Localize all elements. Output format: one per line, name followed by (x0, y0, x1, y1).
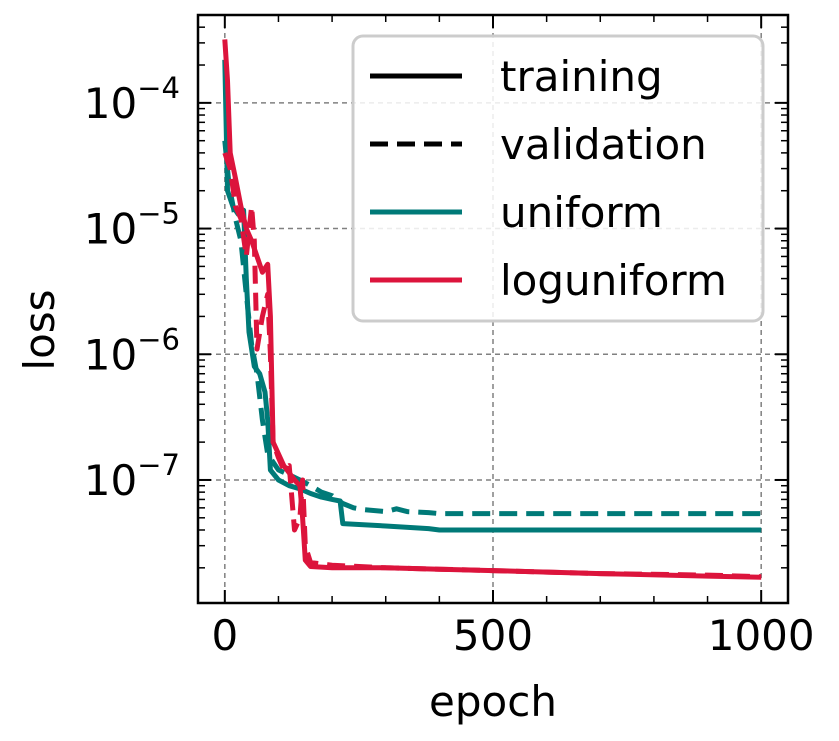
legend: training validation uniform loguniform (351, 34, 765, 323)
series-lines (222, 39, 762, 580)
series-line-loguniform-training (222, 39, 762, 580)
legend-box (351, 34, 765, 323)
y-tick-label: 10−7 (84, 448, 180, 505)
y-tick-label: 10−4 (84, 71, 180, 128)
legend-label-validation: validation (500, 120, 707, 169)
legend-label-loguniform: loguniform (500, 256, 727, 305)
legend-label-uniform: uniform (500, 188, 663, 237)
tick-labels: 0 500 1000 10−7 10−6 10−5 10−4 (84, 71, 815, 660)
x-tick-label: 0 (211, 611, 238, 660)
y-tick-label: 10−6 (84, 322, 180, 379)
series-line-uniform-validation (222, 140, 762, 517)
x-tick-label: 1000 (708, 611, 815, 660)
y-axis-label: loss (15, 289, 64, 370)
x-tick-label: 500 (453, 611, 533, 660)
legend-label-training: training (500, 52, 663, 101)
y-tick-label: 10−5 (84, 197, 180, 254)
axis-ticks (198, 15, 788, 603)
x-axis-label: epoch (429, 677, 557, 726)
grid-lines (198, 15, 788, 603)
